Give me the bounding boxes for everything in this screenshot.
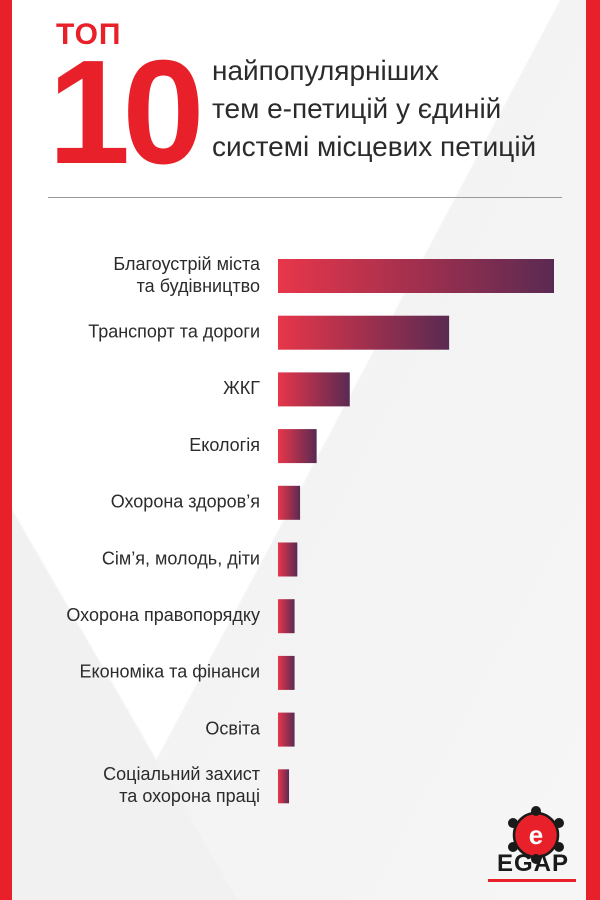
bar — [278, 712, 295, 747]
bar — [278, 655, 295, 690]
category-label: Економіка та фінанси — [79, 662, 260, 682]
category-label: Соціальний захист — [103, 764, 260, 784]
bar — [278, 372, 350, 407]
chart-subtitle: найпопулярніших тем е-петицій у єдиній с… — [212, 55, 537, 162]
header-divider — [48, 197, 562, 198]
category-label: Благоустрій міста — [113, 254, 261, 274]
background-shade-lower — [12, 380, 272, 900]
bar — [278, 769, 290, 804]
bar — [278, 599, 295, 634]
category-label: та охорона праці — [119, 786, 260, 806]
category-label: та будівництво — [137, 276, 260, 296]
logo-text: EGAP — [496, 850, 569, 877]
bar — [278, 259, 554, 293]
category-label: Сім’я, молодь, діти — [102, 548, 260, 568]
top-word: ТОП — [56, 18, 122, 51]
category-label: Освіта — [205, 718, 261, 738]
egap-logo-icon: e — [508, 806, 564, 864]
top-number: 10 — [48, 30, 205, 195]
bar — [278, 542, 298, 577]
category-label: ЖКГ — [223, 378, 260, 398]
category-label: Екологія — [189, 435, 260, 455]
category-label: Охорона здоров’я — [111, 492, 260, 512]
bar — [278, 485, 301, 520]
bar — [278, 429, 317, 464]
left-frame-stripe — [0, 0, 12, 900]
bar — [278, 315, 450, 350]
right-frame-stripe — [586, 0, 600, 900]
category-label: Транспорт та дороги — [88, 321, 260, 341]
logo-underline — [488, 879, 576, 882]
svg-text:e: e — [529, 820, 543, 850]
category-label: Охорона правопорядку — [66, 605, 260, 625]
